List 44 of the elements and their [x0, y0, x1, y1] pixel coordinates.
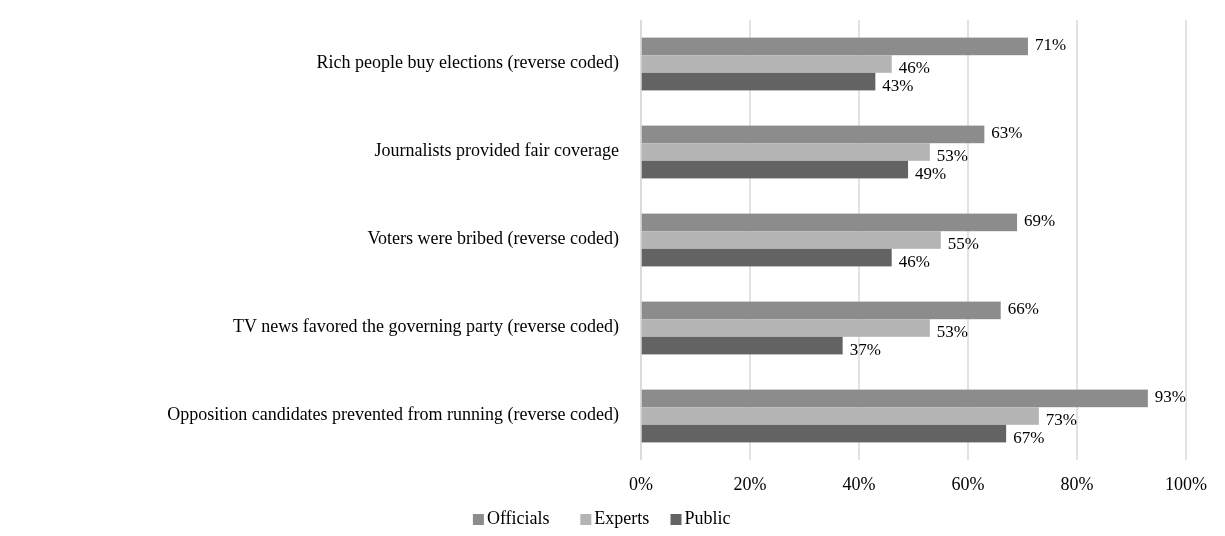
bar	[641, 37, 1028, 56]
x-tick-label: 80%	[1060, 474, 1094, 494]
data-label: 53%	[936, 145, 969, 165]
x-tick-label: 40%	[842, 474, 876, 494]
x-tick-label: 20%	[733, 474, 767, 494]
data-label: 93%	[1154, 387, 1187, 407]
legend-label: Officials	[486, 508, 550, 529]
data-label: 46%	[898, 251, 930, 271]
x-tick-label: 0%	[629, 474, 653, 494]
data-label: 69%	[1024, 211, 1056, 231]
data-label: 55%	[947, 233, 979, 253]
legend-label: Experts	[594, 508, 650, 529]
legend-label: Public	[684, 508, 731, 529]
x-tick-label: 60%	[951, 474, 985, 494]
bar	[641, 231, 941, 249]
x-tick-label: 100%	[1165, 474, 1207, 494]
bar	[641, 407, 1039, 425]
data-label: 43%	[882, 75, 914, 95]
bar	[641, 389, 1148, 408]
bar	[641, 336, 843, 355]
data-label: 63%	[991, 123, 1023, 143]
data-label: 73%	[1045, 409, 1078, 429]
y-tick-label: Opposition candidates prevented from running (reverse coded)	[167, 404, 619, 426]
bar	[641, 143, 930, 161]
bar	[641, 55, 892, 73]
data-label: 67%	[1013, 427, 1045, 447]
y-tick-label: TV news favored the governing party (reverse coded)	[232, 316, 620, 338]
bar	[641, 301, 1001, 320]
bar	[641, 160, 909, 179]
data-label: 37%	[849, 339, 881, 359]
bar	[641, 424, 1007, 443]
data-label: 46%	[898, 57, 930, 77]
data-label: 71%	[1034, 35, 1067, 55]
bar	[641, 213, 1018, 232]
y-tick-label: Rich people buy elections (reverse coded)	[316, 52, 619, 74]
y-tick-label: Journalists provided fair coverage	[374, 140, 619, 161]
data-label: 49%	[915, 163, 947, 183]
bar	[641, 125, 985, 144]
data-label: 53%	[936, 321, 969, 341]
bar	[641, 248, 892, 267]
y-tick-label: Voters were bribed (reverse coded)	[367, 228, 619, 250]
data-label: 66%	[1007, 299, 1039, 319]
bar	[641, 319, 930, 337]
bar	[641, 72, 876, 91]
